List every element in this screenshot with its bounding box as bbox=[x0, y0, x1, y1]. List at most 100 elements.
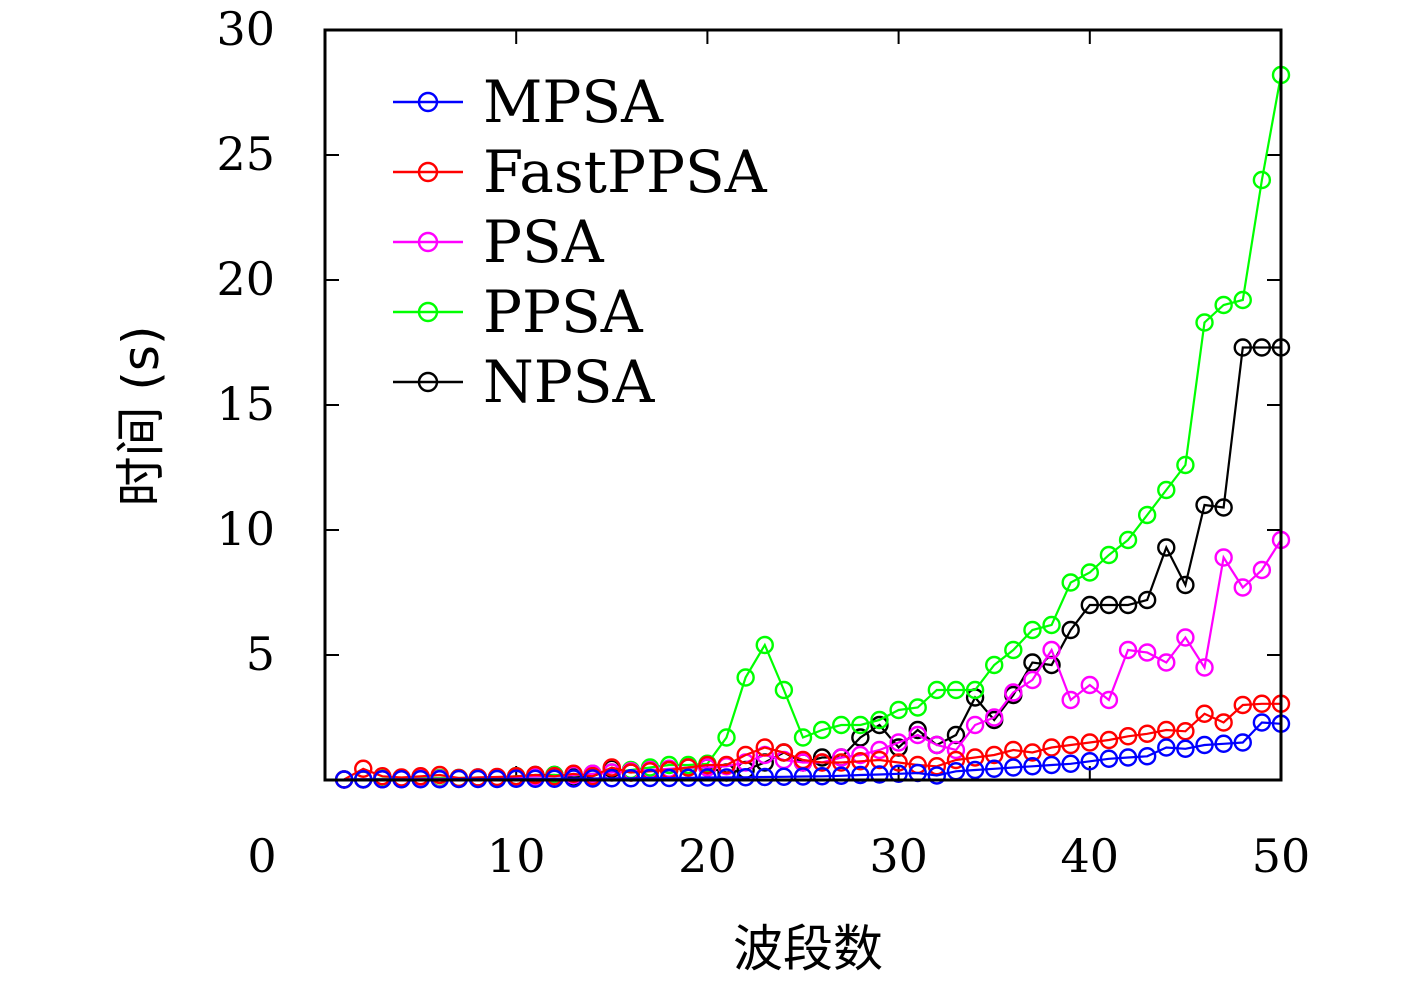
data-point-fastppsa bbox=[1233, 695, 1252, 715]
data-point-ppsa bbox=[1195, 313, 1214, 332]
data-point-psa bbox=[985, 708, 1004, 727]
x-tick-label: 0 bbox=[247, 829, 276, 883]
data-point-fastppsa bbox=[985, 745, 1004, 765]
data-point-ppsa bbox=[1252, 170, 1272, 190]
x-tick-label: 40 bbox=[1061, 829, 1120, 883]
data-point-mpsa bbox=[640, 768, 660, 788]
legend-item-fastppsa: FastPPSA bbox=[393, 138, 768, 206]
data-point-mpsa bbox=[1233, 733, 1252, 752]
data-point-mpsa bbox=[1157, 738, 1176, 757]
data-point-ppsa bbox=[1061, 573, 1080, 592]
data-point-fastppsa bbox=[832, 753, 851, 772]
data-point-ppsa bbox=[1137, 505, 1157, 525]
data-point-npsa bbox=[1252, 338, 1272, 357]
data-point-fastppsa bbox=[698, 755, 717, 775]
data-point-fastppsa bbox=[1137, 724, 1157, 743]
data-point-psa bbox=[1080, 675, 1100, 695]
data-point-ppsa bbox=[946, 680, 966, 700]
legend-item-npsa: NPSA bbox=[393, 348, 656, 416]
data-point-fastppsa bbox=[1214, 713, 1233, 732]
legend-label: PSA bbox=[483, 208, 605, 276]
data-point-fastppsa bbox=[1099, 730, 1119, 750]
data-point-fastppsa bbox=[870, 750, 889, 770]
data-point-npsa bbox=[1195, 495, 1214, 515]
data-point-npsa bbox=[1233, 338, 1252, 357]
data-point-npsa bbox=[1023, 653, 1042, 672]
data-point-ppsa bbox=[1099, 545, 1119, 565]
data-point-fastppsa bbox=[927, 757, 947, 776]
data-point-mpsa bbox=[1042, 755, 1061, 775]
data-point-ppsa bbox=[832, 715, 851, 735]
data-point-fastppsa bbox=[755, 738, 774, 757]
data-point-mpsa bbox=[851, 765, 870, 785]
data-point-mpsa bbox=[832, 766, 851, 785]
y-tick-label: 20 bbox=[216, 252, 275, 306]
series-line-psa bbox=[344, 539, 1282, 781]
data-point-npsa bbox=[1061, 620, 1080, 640]
data-point-fastppsa bbox=[736, 745, 755, 765]
data-point-fastppsa bbox=[1004, 740, 1023, 760]
series-line-fastppsa bbox=[343, 702, 1281, 781]
data-point-mpsa bbox=[1023, 757, 1042, 776]
series-npsa bbox=[334, 338, 1291, 789]
data-point-psa bbox=[1023, 670, 1042, 690]
data-point-mpsa bbox=[1061, 754, 1080, 773]
data-point-mpsa bbox=[1195, 735, 1214, 755]
data-point-mpsa bbox=[1118, 748, 1138, 767]
data-point-ppsa bbox=[1080, 563, 1100, 582]
data-point-ppsa bbox=[870, 710, 889, 730]
data-point-psa bbox=[1004, 683, 1023, 702]
data-point-mpsa bbox=[870, 765, 889, 784]
plot-frame bbox=[323, 28, 1283, 782]
data-point-fastppsa bbox=[1195, 704, 1214, 723]
data-point-psa bbox=[1252, 560, 1272, 580]
legend-item-mpsa: MPSA bbox=[393, 68, 664, 136]
legend-label: MPSA bbox=[483, 68, 664, 136]
data-point-psa bbox=[832, 748, 851, 767]
data-point-psa bbox=[889, 733, 908, 752]
legend-item-ppsa: PPSA bbox=[393, 278, 644, 346]
data-point-psa bbox=[870, 740, 889, 760]
series-ppsa bbox=[334, 65, 1291, 789]
data-point-mpsa bbox=[889, 764, 908, 783]
data-point-ppsa bbox=[736, 668, 755, 687]
data-point-psa bbox=[1137, 643, 1157, 662]
data-point-ppsa bbox=[1118, 530, 1138, 550]
data-point-mpsa bbox=[1214, 734, 1233, 753]
data-point-mpsa bbox=[659, 768, 679, 788]
data-point-fastppsa bbox=[564, 764, 583, 783]
data-point-psa bbox=[1176, 628, 1195, 647]
legend-marker bbox=[417, 231, 439, 253]
data-point-fastppsa bbox=[602, 758, 621, 777]
data-point-psa bbox=[1157, 653, 1176, 672]
legend-label: PPSA bbox=[483, 278, 644, 346]
data-point-mpsa bbox=[755, 767, 774, 787]
data-point-fastppsa bbox=[965, 748, 985, 767]
data-point-npsa bbox=[1214, 498, 1233, 517]
legend-label: NPSA bbox=[483, 348, 656, 416]
data-point-ppsa bbox=[755, 635, 774, 655]
data-point-mpsa bbox=[1099, 749, 1119, 768]
legend-label: FastPPSA bbox=[483, 138, 768, 206]
data-point-mpsa bbox=[1004, 758, 1023, 777]
data-point-npsa bbox=[1137, 590, 1157, 610]
data-point-ppsa bbox=[1157, 480, 1176, 500]
data-point-ppsa bbox=[1176, 455, 1195, 475]
data-point-fastppsa bbox=[1176, 722, 1195, 741]
data-point-psa bbox=[965, 715, 985, 735]
legend-marker bbox=[417, 161, 439, 183]
data-point-ppsa bbox=[851, 715, 870, 735]
data-point-fastppsa bbox=[1118, 727, 1138, 746]
legend-marker bbox=[417, 371, 439, 393]
data-point-psa bbox=[1061, 690, 1080, 710]
data-point-mpsa bbox=[621, 769, 641, 788]
data-point-ppsa bbox=[965, 680, 985, 700]
data-point-psa bbox=[851, 745, 870, 765]
data-point-mpsa bbox=[679, 768, 698, 787]
data-point-ppsa bbox=[1233, 290, 1252, 310]
data-point-fastppsa bbox=[946, 750, 966, 770]
data-point-mpsa bbox=[985, 759, 1004, 778]
data-point-fastppsa bbox=[812, 753, 832, 772]
data-point-ppsa bbox=[1042, 615, 1061, 635]
